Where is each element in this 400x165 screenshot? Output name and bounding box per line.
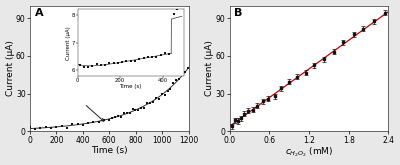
Point [132,109,139,111]
Point [182,71,188,74]
Point [185,66,191,69]
Point [69,123,76,126]
X-axis label: Time (s): Time (s) [91,146,128,155]
Text: A: A [35,8,43,18]
Point [164,89,171,92]
Point [121,112,127,114]
Point [150,100,156,103]
Point [42,126,49,129]
Point [138,106,144,109]
Point [48,127,54,129]
Point [179,73,185,76]
Point [162,93,168,96]
Point [106,119,112,122]
Point [58,125,65,128]
Text: B: B [234,8,243,18]
Point [53,126,60,128]
Point [129,108,136,111]
Point [173,79,180,82]
X-axis label: $c_{H_2O_2}$ (mM): $c_{H_2O_2}$ (mM) [285,146,333,159]
Point [32,127,38,130]
Point [27,126,33,128]
Point [153,97,159,99]
Point [144,102,150,105]
Point [124,112,130,115]
Y-axis label: Current (μA): Current (μA) [205,41,214,96]
Point [158,93,165,96]
Point [80,123,86,126]
Point [74,123,81,125]
Point [101,119,107,122]
Point [118,116,124,118]
Point [170,82,176,85]
Point [90,120,97,123]
Point [64,126,70,129]
Point [167,87,174,90]
Point [115,115,121,117]
Point [156,97,162,100]
Point [109,116,116,119]
Point [135,109,142,112]
Point [176,78,182,81]
Point [85,122,91,125]
Point [112,116,118,118]
Point [147,102,153,104]
Point [126,112,133,114]
Point [96,120,102,123]
Y-axis label: Current (μA): Current (μA) [6,41,14,96]
Point [37,127,44,129]
Point [141,107,148,110]
